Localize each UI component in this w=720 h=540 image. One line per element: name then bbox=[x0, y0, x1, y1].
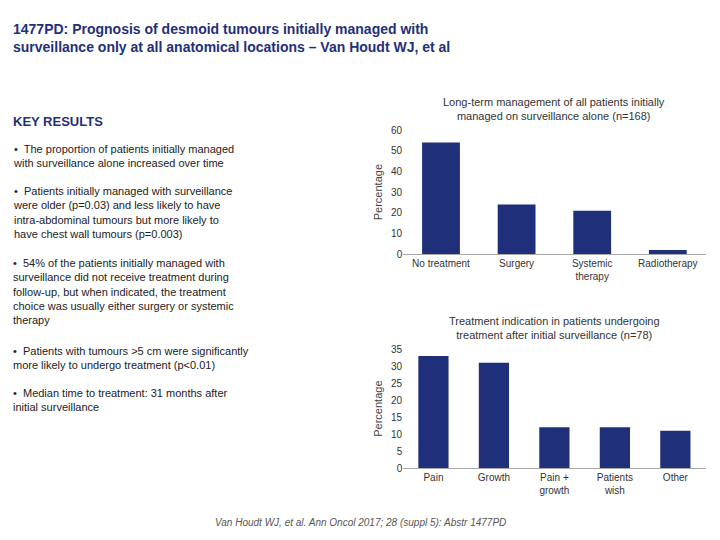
svg-text:30: 30 bbox=[391, 187, 403, 198]
svg-text:10: 10 bbox=[391, 228, 403, 239]
svg-text:Surgery: Surgery bbox=[499, 258, 534, 269]
svg-text:35: 35 bbox=[391, 344, 403, 355]
svg-text:• The proportion of patients: • The proportion of patients initially m… bbox=[13, 143, 234, 169]
svg-text:60: 60 bbox=[391, 125, 403, 136]
svg-text:Pain +growth: Pain +growth bbox=[539, 472, 569, 496]
svg-text:Pain: Pain bbox=[423, 472, 443, 483]
svg-text:15: 15 bbox=[391, 412, 403, 423]
svg-text:Patientswish: Patientswish bbox=[597, 472, 633, 496]
svg-text:25: 25 bbox=[391, 378, 403, 389]
svg-text:No treatment: No treatment bbox=[412, 258, 470, 269]
svg-text:20: 20 bbox=[391, 207, 403, 218]
svg-text:0: 0 bbox=[397, 249, 403, 260]
svg-text:Other: Other bbox=[663, 472, 689, 483]
svg-text:Percentage: Percentage bbox=[372, 164, 384, 220]
svg-text:Percentage: Percentage bbox=[372, 380, 384, 436]
svg-text:KEY RESULTS: KEY RESULTS bbox=[13, 114, 103, 129]
svg-text:Growth: Growth bbox=[478, 472, 510, 483]
svg-text:• Patients initially managed: • Patients initially managed with survei… bbox=[13, 185, 232, 240]
svg-text:10: 10 bbox=[391, 429, 403, 440]
svg-text:50: 50 bbox=[391, 145, 403, 156]
svg-text:Systemictherapy: Systemictherapy bbox=[572, 258, 613, 282]
svg-text:Long-term management of all pa: Long-term management of all patients ini… bbox=[443, 96, 665, 122]
svg-text:Radiotherapy: Radiotherapy bbox=[638, 258, 697, 269]
svg-text:Treatment indication in patien: Treatment indication in patients undergo… bbox=[449, 315, 660, 341]
svg-text:Van Houdt WJ, et al. Ann Oncol: Van Houdt WJ, et al. Ann Oncol 2017; 28 … bbox=[215, 517, 506, 528]
svg-text:• 54% of the patients initial: • 54% of the patients initially managed … bbox=[13, 257, 234, 326]
svg-text:• Patients with tumours >5 cm: • Patients with tumours >5 cm were signi… bbox=[13, 345, 249, 371]
svg-text:30: 30 bbox=[391, 361, 403, 372]
svg-text:1477PD: Prognosis of desmoid t: 1477PD: Prognosis of desmoid tumours ini… bbox=[13, 21, 450, 55]
svg-text:5: 5 bbox=[397, 446, 403, 457]
svg-text:0: 0 bbox=[397, 463, 403, 474]
svg-text:• Median time to treatment: 3: • Median time to treatment: 31 months af… bbox=[13, 387, 228, 413]
svg-text:40: 40 bbox=[391, 166, 403, 177]
svg-text:20: 20 bbox=[391, 395, 403, 406]
